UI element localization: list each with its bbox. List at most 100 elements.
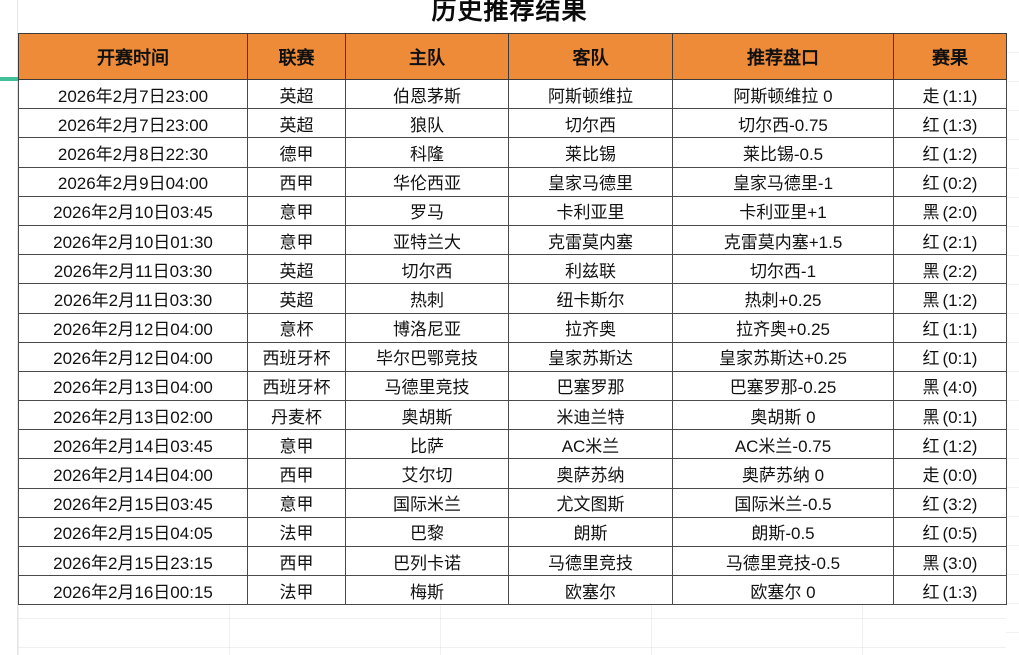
table-row[interactable]: 2026年2月10日03:45 意甲 罗马 卡利亚里 卡利亚里+1 黑 (2:0) <box>18 195 1007 226</box>
table-row[interactable]: 2026年2月16日00:15 法甲 梅斯 欧塞尔 欧塞尔 0 红 (1:3) <box>18 575 1007 606</box>
cell-league[interactable]: 英超 <box>247 78 346 110</box>
cell-result[interactable]: 黑 (2:0) <box>893 195 1007 226</box>
table-row[interactable]: 2026年2月13日04:00 西班牙杯 马德里竞技 巴塞罗那 巴塞罗那-0.25 黑 (4… <box>18 370 1007 402</box>
cell-match-time[interactable]: 2026年2月14日03:45 <box>18 429 248 460</box>
table-row[interactable]: 2026年2月15日03:45 意甲 国际米兰 尤文图斯 国际米兰-0.5 红 (3:2) <box>18 487 1007 518</box>
cell-home-team[interactable]: 奥胡斯 <box>345 400 509 431</box>
table-row[interactable]: 2026年2月7日23:00 英超 伯恩茅斯 阿斯顿维拉 阿斯顿维拉 0 走 (1:1) <box>18 78 1007 110</box>
column-header-handicap[interactable]: 推荐盘口 <box>672 33 894 80</box>
cell-league[interactable]: 西班牙杯 <box>247 341 346 372</box>
cell-league[interactable]: 英超 <box>247 108 346 139</box>
cell-handicap[interactable]: 皇家苏斯达+0.25 <box>672 341 894 372</box>
cell-handicap[interactable]: 卡利亚里+1 <box>672 195 894 226</box>
cell-league[interactable]: 法甲 <box>247 575 346 606</box>
cell-home-team[interactable]: 切尔西 <box>345 254 509 285</box>
cell-result[interactable]: 黑 (3:0) <box>893 545 1007 577</box>
cell-league[interactable]: 英超 <box>247 254 346 285</box>
cell-home-team[interactable]: 巴黎 <box>345 516 509 548</box>
cell-league[interactable]: 意甲 <box>247 487 346 518</box>
cell-home-team[interactable]: 伯恩茅斯 <box>345 78 509 110</box>
cell-match-time[interactable]: 2026年2月11日03:30 <box>18 254 248 285</box>
cell-result[interactable]: 红 (1:2) <box>893 137 1007 168</box>
cell-result[interactable]: 红 (1:2) <box>893 429 1007 460</box>
cell-away-team[interactable]: 拉齐奥 <box>508 312 673 343</box>
cell-away-team[interactable]: 切尔西 <box>508 108 673 139</box>
table-row[interactable]: 2026年2月7日23:00 英超 狼队 切尔西 切尔西-0.75 红 (1:3) <box>18 108 1007 139</box>
cell-league[interactable]: 意杯 <box>247 312 346 343</box>
cell-home-team[interactable]: 科隆 <box>345 137 509 168</box>
cell-handicap[interactable]: 巴塞罗那-0.25 <box>672 370 894 402</box>
cell-away-team[interactable]: AC米兰 <box>508 429 673 460</box>
column-header-away[interactable]: 客队 <box>508 33 673 80</box>
table-row[interactable]: 2026年2月14日03:45 意甲 比萨 AC米兰 AC米兰-0.75 红 (1:2) <box>18 429 1007 460</box>
cell-match-time[interactable]: 2026年2月11日03:30 <box>18 283 248 314</box>
cell-home-team[interactable]: 博洛尼亚 <box>345 312 509 343</box>
cell-match-time[interactable]: 2026年2月15日03:45 <box>18 487 248 518</box>
cell-match-time[interactable]: 2026年2月16日00:15 <box>18 575 248 606</box>
cell-result[interactable]: 红 (0:5) <box>893 516 1007 548</box>
cell-result[interactable]: 红 (0:2) <box>893 166 1007 197</box>
cell-match-time[interactable]: 2026年2月15日04:05 <box>18 516 248 548</box>
cell-league[interactable]: 德甲 <box>247 137 346 168</box>
cell-handicap[interactable]: 莱比锡-0.5 <box>672 137 894 168</box>
cell-away-team[interactable]: 莱比锡 <box>508 137 673 168</box>
table-row[interactable]: 2026年2月12日04:00 意杯 博洛尼亚 拉齐奥 拉齐奥+0.25 红 (1:1) <box>18 312 1007 343</box>
cell-league[interactable]: 法甲 <box>247 516 346 548</box>
table-row[interactable]: 2026年2月11日03:30 英超 热刺 纽卡斯尔 热刺+0.25 黑 (1:2) <box>18 283 1007 314</box>
cell-match-time[interactable]: 2026年2月8日22:30 <box>18 137 248 168</box>
cell-away-team[interactable]: 巴塞罗那 <box>508 370 673 402</box>
cell-result[interactable]: 黑 (0:1) <box>893 400 1007 431</box>
cell-result[interactable]: 红 (0:1) <box>893 341 1007 372</box>
cell-away-team[interactable]: 皇家马德里 <box>508 166 673 197</box>
cell-home-team[interactable]: 梅斯 <box>345 575 509 606</box>
cell-result[interactable]: 走 (1:1) <box>893 78 1007 110</box>
cell-handicap[interactable]: 切尔西-0.75 <box>672 108 894 139</box>
cell-home-team[interactable]: 毕尔巴鄂竞技 <box>345 341 509 372</box>
table-row[interactable]: 2026年2月8日22:30 德甲 科隆 莱比锡 莱比锡-0.5 红 (1:2) <box>18 137 1007 168</box>
cell-league[interactable]: 西甲 <box>247 166 346 197</box>
table-row[interactable]: 2026年2月11日03:30 英超 切尔西 利兹联 切尔西-1 黑 (2:2) <box>18 254 1007 285</box>
cell-result[interactable]: 黑 (1:2) <box>893 283 1007 314</box>
cell-handicap[interactable]: 阿斯顿维拉 0 <box>672 78 894 110</box>
cell-result[interactable]: 黑 (2:2) <box>893 254 1007 285</box>
cell-league[interactable]: 丹麦杯 <box>247 400 346 431</box>
table-row[interactable]: 2026年2月13日02:00 丹麦杯 奥胡斯 米迪兰特 奥胡斯 0 黑 (0:1) <box>18 400 1007 431</box>
cell-league[interactable]: 西甲 <box>247 545 346 577</box>
cell-result[interactable]: 红 (1:3) <box>893 575 1007 606</box>
cell-handicap[interactable]: 切尔西-1 <box>672 254 894 285</box>
cell-away-team[interactable]: 利兹联 <box>508 254 673 285</box>
cell-handicap[interactable]: 皇家马德里-1 <box>672 166 894 197</box>
table-row[interactable]: 2026年2月12日04:00 西班牙杯 毕尔巴鄂竞技 皇家苏斯达 皇家苏斯达+0.25… <box>18 341 1007 372</box>
cell-handicap[interactable]: AC米兰-0.75 <box>672 429 894 460</box>
table-row[interactable]: 2026年2月10日01:30 意甲 亚特兰大 克雷莫内塞 克雷莫内塞+1.5 红 (2:1… <box>18 224 1007 256</box>
cell-match-time[interactable]: 2026年2月12日04:00 <box>18 312 248 343</box>
cell-league[interactable]: 意甲 <box>247 429 346 460</box>
cell-match-time[interactable]: 2026年2月7日23:00 <box>18 78 248 110</box>
cell-home-team[interactable]: 华伦西亚 <box>345 166 509 197</box>
cell-match-time[interactable]: 2026年2月7日23:00 <box>18 108 248 139</box>
cell-away-team[interactable]: 马德里竞技 <box>508 545 673 577</box>
cell-away-team[interactable]: 朗斯 <box>508 516 673 548</box>
cell-handicap[interactable]: 热刺+0.25 <box>672 283 894 314</box>
cell-home-team[interactable]: 亚特兰大 <box>345 224 509 256</box>
cell-home-team[interactable]: 马德里竞技 <box>345 370 509 402</box>
cell-away-team[interactable]: 米迪兰特 <box>508 400 673 431</box>
cell-match-time[interactable]: 2026年2月15日23:15 <box>18 545 248 577</box>
cell-result[interactable]: 红 (3:2) <box>893 487 1007 518</box>
cell-away-team[interactable]: 尤文图斯 <box>508 487 673 518</box>
cell-league[interactable]: 意甲 <box>247 195 346 226</box>
cell-home-team[interactable]: 罗马 <box>345 195 509 226</box>
table-row[interactable]: 2026年2月15日23:15 西甲 巴列卡诺 马德里竞技 马德里竞技-0.5 黑 (3:0… <box>18 545 1007 577</box>
cell-handicap[interactable]: 奥胡斯 0 <box>672 400 894 431</box>
cell-league[interactable]: 西甲 <box>247 458 346 489</box>
cell-result[interactable]: 红 (1:3) <box>893 108 1007 139</box>
cell-result[interactable]: 黑 (4:0) <box>893 370 1007 402</box>
column-header-home[interactable]: 主队 <box>345 33 509 80</box>
cell-home-team[interactable]: 国际米兰 <box>345 487 509 518</box>
cell-away-team[interactable]: 卡利亚里 <box>508 195 673 226</box>
cell-match-time[interactable]: 2026年2月14日04:00 <box>18 458 248 489</box>
cell-handicap[interactable]: 克雷莫内塞+1.5 <box>672 224 894 256</box>
cell-away-team[interactable]: 纽卡斯尔 <box>508 283 673 314</box>
cell-league[interactable]: 英超 <box>247 283 346 314</box>
cell-away-team[interactable]: 克雷莫内塞 <box>508 224 673 256</box>
